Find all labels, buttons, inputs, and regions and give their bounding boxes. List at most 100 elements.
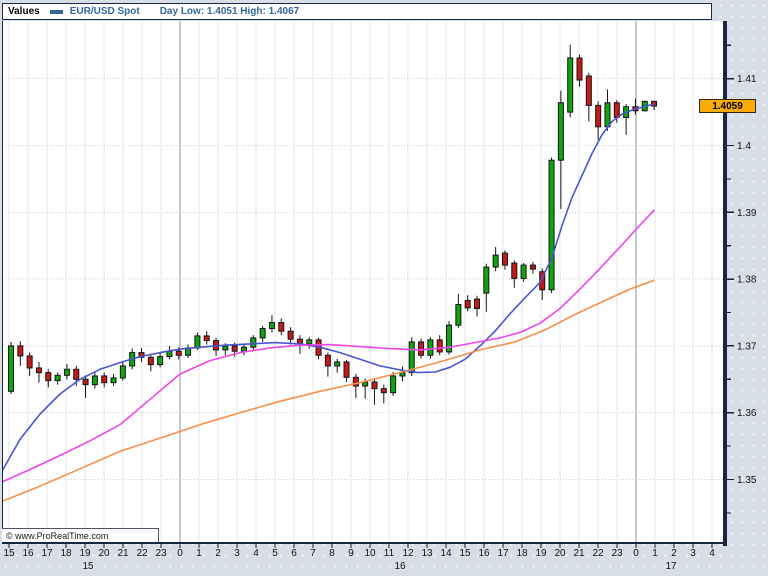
hour-tick-label: 1: [652, 548, 658, 559]
candle-down: [175, 350, 182, 356]
day-low-high-label: Day Low: 1.4051 High: 1.4067: [159, 6, 300, 17]
candle-up: [567, 57, 574, 113]
h-gridlines: [2, 78, 723, 480]
hour-tick-label: 3: [690, 548, 696, 559]
candle-down: [287, 330, 294, 340]
hour-tick-label: 0: [177, 548, 183, 559]
price-tick-label: 1.41: [737, 74, 757, 85]
candles-layer: [8, 44, 658, 405]
hour-tick-label: 2: [671, 548, 677, 559]
candle-down: [45, 372, 52, 382]
candle-up: [241, 346, 247, 352]
plot-borders: [2, 21, 727, 546]
candle-up: [268, 322, 275, 330]
candle-up: [334, 361, 341, 367]
candle-up: [54, 374, 61, 382]
hour-tick-label: 19: [535, 548, 547, 559]
hour-tick-label: 10: [364, 548, 376, 559]
instrument-label[interactable]: EUR/USD Spot: [69, 6, 140, 17]
candle-down: [380, 388, 387, 394]
time-axis: 15 16 17 18 19 20 21 22 23 0 1 2 3 4 5 6 7 8 9 10 11 12 13 14 15…: [3, 544, 715, 572]
last-price-badge: 1.4059: [699, 99, 756, 113]
candle-up: [483, 266, 490, 294]
plot-area: [2, 21, 723, 542]
candle-down: [436, 339, 443, 353]
candle-down: [82, 378, 89, 386]
price-tick-label: 1.36: [737, 408, 757, 419]
candle-up: [390, 375, 397, 394]
candle-up: [362, 381, 369, 387]
candle-up: [520, 264, 527, 279]
candle-down: [576, 57, 583, 81]
hour-tick-label: 7: [310, 548, 316, 559]
candle-down: [26, 355, 33, 369]
candle-down: [511, 262, 518, 279]
candle-up: [427, 339, 434, 356]
hour-tick-label: 11: [384, 548, 395, 559]
hour-tick-label: 4: [709, 548, 715, 559]
candle-up: [557, 102, 564, 161]
chart-header: Values EUR/USD Spot Day Low: 1.4051 High…: [2, 3, 712, 20]
candle-down: [231, 345, 238, 352]
candle-down: [324, 354, 331, 367]
hour-tick-label: 5: [272, 548, 278, 559]
candle-down: [529, 264, 536, 270]
candle-up: [119, 365, 126, 379]
ma-medium-magenta: [2, 209, 655, 483]
candle-down: [595, 104, 602, 128]
values-label: Values: [8, 6, 40, 17]
candle-down: [203, 335, 210, 342]
hour-tick-label: 19: [79, 548, 91, 559]
price-tick-label: 1.4: [737, 141, 751, 152]
candle-down: [501, 252, 508, 266]
candle-up: [194, 335, 201, 349]
candle-down: [474, 298, 480, 309]
candle-down: [352, 376, 359, 387]
price-tick-label: 1.38: [737, 275, 757, 286]
candle-up: [8, 345, 14, 392]
candle-down: [418, 341, 425, 356]
hour-tick-label: 23: [155, 548, 167, 559]
candle-up: [63, 368, 70, 376]
hour-tick-label: 16: [478, 548, 490, 559]
candle-up: [259, 328, 266, 339]
price-axis: 1.41 1.4 1.39 1.38 1.37 1.36 1.35: [727, 44, 757, 514]
hour-tick-label: 20: [554, 548, 566, 559]
candle-down: [343, 361, 350, 378]
candle-down: [35, 367, 42, 374]
hour-tick-label: 23: [611, 548, 623, 559]
candle-up: [604, 102, 611, 128]
hour-tick-label: 16: [22, 548, 34, 559]
ma-slow-orange: [2, 279, 655, 502]
hour-tick-label: 18: [60, 548, 72, 559]
legend-dash-icon: [49, 9, 63, 14]
hour-tick-label: 15: [459, 548, 471, 559]
hour-tick-label: 1: [196, 548, 202, 559]
hour-tick-label: 4: [253, 548, 259, 559]
candle-down: [147, 356, 154, 366]
date-tick-label: 16: [394, 561, 406, 572]
candle-down: [539, 271, 546, 291]
hour-tick-label: 13: [421, 548, 433, 559]
hour-tick-label: 12: [402, 548, 414, 559]
candle-up: [157, 356, 164, 366]
candle-down: [278, 322, 285, 332]
candle-down: [73, 368, 80, 380]
candle-up: [548, 159, 555, 291]
candle-down: [585, 75, 592, 106]
candle-down: [17, 345, 24, 357]
ma-lines: [2, 103, 655, 502]
hour-tick-label: 22: [136, 548, 148, 559]
candle-down: [613, 102, 620, 118]
candle-up: [110, 377, 117, 384]
candle-up: [446, 324, 453, 353]
date-tick-label: 15: [82, 561, 94, 572]
hour-tick-label: 6: [291, 548, 297, 559]
hour-tick-label: 2: [215, 548, 221, 559]
price-tick-label: 1.35: [737, 475, 757, 486]
ma-fast-blue: [2, 103, 655, 471]
hour-tick-label: 15: [3, 548, 15, 559]
hour-tick-label: 14: [440, 548, 452, 559]
